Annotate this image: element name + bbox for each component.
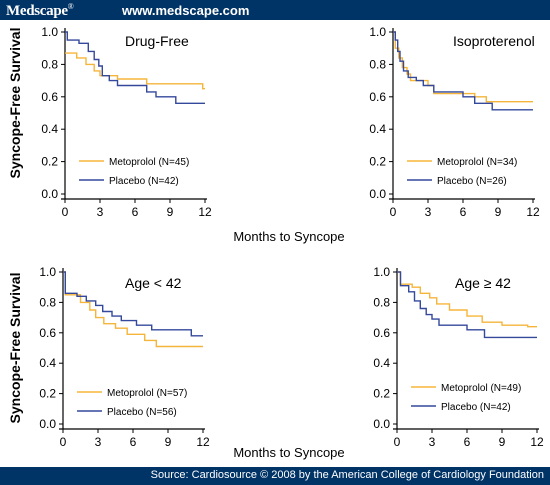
panel-2-y-tick-label: 0.6	[369, 90, 386, 104]
panel-2-legend-label-placebo: Placebo (N=26)	[437, 176, 507, 187]
panel-3-y-tick-label: 0.8	[39, 295, 56, 309]
panel-2-placebo-curve	[393, 31, 533, 111]
medscape-header-bar: Medscape® www.medscape.com	[0, 0, 550, 20]
panel-3-y-tick-label: 0.6	[39, 326, 56, 340]
panel-1-x-tick-label: 12	[198, 205, 212, 219]
medscape-logo: Medscape®	[6, 2, 74, 19]
panel-1-y-tick-label: 0.0	[41, 187, 58, 201]
panel-1-x-tick-label: 9	[167, 205, 174, 219]
source-credit: Source: Cardiosource © 2008 by the Ameri…	[150, 469, 544, 481]
panel-1-legend-label-metoprolol: Metoprolol (N=45)	[109, 157, 189, 168]
panel-2-x-tick-label: 0	[390, 205, 397, 219]
panel-3-y-tick-label: 0.2	[39, 387, 56, 401]
panel-4-y-tick-label: 0.2	[373, 387, 390, 401]
panel-4-x-tick-label: 3	[429, 435, 436, 449]
panel-2-y-tick-label: 0.0	[369, 187, 386, 201]
panel-1-y-tick-label: 1.0	[41, 25, 58, 39]
panel-1-y-tick-label: 0.4	[41, 122, 58, 136]
panel-2-y-tick-label: 0.2	[369, 155, 386, 169]
panel-4-y-tick-label: 0.0	[373, 417, 390, 431]
panel-3-y-tick-label: 0.0	[39, 417, 56, 431]
panel-2-x-tick-label: 6	[460, 205, 467, 219]
panel-4-x-tick-label: 6	[464, 435, 471, 449]
panel-4-y-tick-label: 0.4	[373, 356, 390, 370]
x-axis-label-bottom: Months to Syncope	[233, 445, 344, 460]
panel-1-legend-label-placebo: Placebo (N=42)	[109, 176, 179, 187]
panel-1-x-tick-label: 0	[62, 205, 69, 219]
panel-1-title: Drug-Free	[125, 33, 189, 49]
panel-1-y-tick-label: 0.2	[41, 155, 58, 169]
panel-2-title: Isoproterenol	[453, 33, 535, 49]
panel-4-metoprolol-curve	[397, 271, 537, 328]
panel-3-x-tick-label: 6	[130, 435, 137, 449]
panel-2-legend-label-metoprolol: Metoprolol (N=34)	[437, 157, 517, 168]
panel-1-x-tick-label: 6	[132, 205, 139, 219]
panel-3-placebo-curve	[63, 271, 203, 337]
panel-2-y-tick-label: 0.4	[369, 122, 386, 136]
panel-4-x-tick-label: 0	[394, 435, 401, 449]
panel-4-legend-label-metoprolol: Metoprolol (N=49)	[441, 383, 521, 394]
panel-2-y-tick-label: 1.0	[369, 25, 386, 39]
panel-4-placebo-curve	[397, 271, 537, 339]
panel-3-x-tick-label: 12	[196, 435, 210, 449]
x-axis-label-top: Months to Syncope	[233, 229, 344, 244]
panel-2-x-tick-label: 3	[425, 205, 432, 219]
panel-4-y-tick-label: 0.6	[373, 326, 390, 340]
panel-4-x-tick-label: 9	[499, 435, 506, 449]
site-url: www.medscape.com	[122, 3, 250, 18]
panel-3-y-tick-label: 1.0	[39, 265, 56, 279]
panel-1-y-tick-label: 0.6	[41, 90, 58, 104]
panel-3-x-tick-label: 0	[60, 435, 67, 449]
panel-2-y-tick-label: 0.8	[369, 57, 386, 71]
panel-4-y-tick-label: 1.0	[373, 265, 390, 279]
source-footer: Source: Cardiosource © 2008 by the Ameri…	[0, 467, 550, 485]
panel-3-legend-label-metoprolol: Metoprolol (N=57)	[107, 388, 187, 399]
panel-1-metoprolol-curve	[65, 52, 205, 90]
panel-4-title: Age ≥ 42	[455, 275, 511, 291]
panel-3-x-tick-label: 3	[95, 435, 102, 449]
panel-2-x-tick-label: 9	[495, 205, 502, 219]
panel-3-x-tick-label: 9	[165, 435, 172, 449]
panel-1-placebo-curve	[65, 31, 205, 104]
panel-3-title: Age < 42	[125, 275, 182, 291]
panel-4-y-tick-label: 0.8	[373, 295, 390, 309]
y-axis-label-top: Syncope-Free Survival	[7, 28, 23, 179]
panel-4-x-tick-label: 12	[530, 435, 544, 449]
panel-2-x-tick-label: 12	[526, 205, 540, 219]
panel-3-y-tick-label: 0.4	[39, 356, 56, 370]
panel-1-y-tick-label: 0.8	[41, 57, 58, 71]
y-axis-label-bottom: Syncope-Free Survival	[7, 273, 23, 424]
panel-1-x-tick-label: 3	[97, 205, 104, 219]
panel-3-legend-label-placebo: Placebo (N=56)	[107, 407, 177, 418]
panel-4-legend-label-placebo: Placebo (N=42)	[441, 402, 511, 413]
